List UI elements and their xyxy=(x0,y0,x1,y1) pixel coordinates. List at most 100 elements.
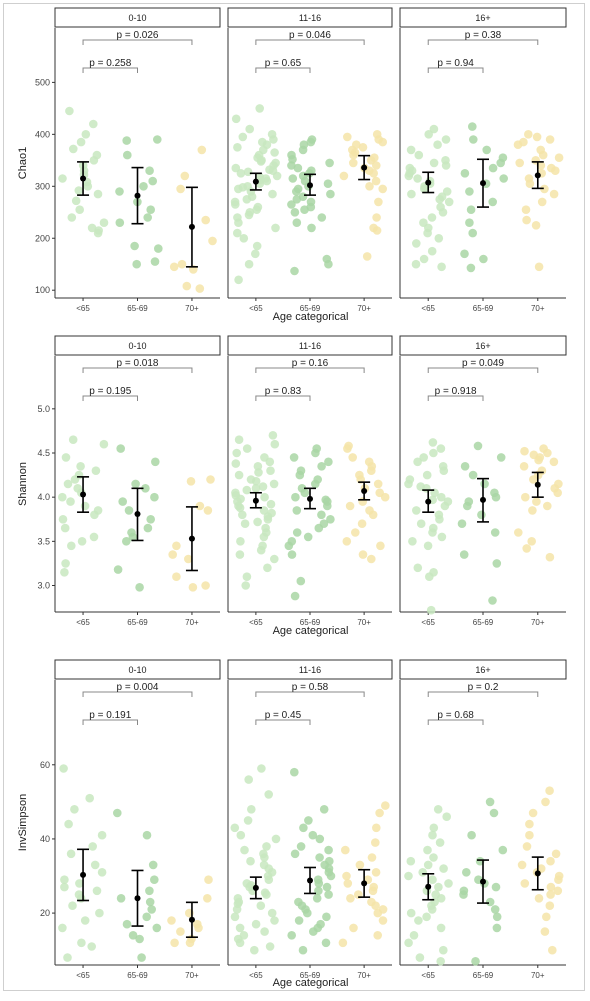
data-point xyxy=(231,114,241,124)
x-tick-label: 70+ xyxy=(357,304,371,313)
p-value-label: p = 0.16 xyxy=(292,358,329,369)
data-point xyxy=(323,501,332,511)
data-point xyxy=(521,492,530,502)
data-point xyxy=(206,475,215,484)
data-point xyxy=(60,568,69,577)
data-point xyxy=(498,845,508,855)
data-point xyxy=(537,197,547,207)
data-point xyxy=(374,197,383,207)
data-point xyxy=(378,137,388,147)
data-point xyxy=(546,856,555,866)
data-point xyxy=(545,901,555,910)
data-point xyxy=(551,849,561,859)
data-point xyxy=(90,860,100,870)
data-point xyxy=(315,834,325,844)
x-tick-label: <65 xyxy=(76,304,90,313)
significance-bracket xyxy=(82,367,193,373)
data-point xyxy=(466,205,476,214)
data-point xyxy=(423,541,433,551)
data-point xyxy=(519,462,529,471)
data-point xyxy=(266,466,275,476)
data-point xyxy=(251,484,261,493)
data-point xyxy=(339,171,349,181)
significance-bracket xyxy=(255,39,365,45)
data-point xyxy=(204,875,213,884)
data-point xyxy=(546,890,555,899)
data-point xyxy=(341,845,350,855)
data-point xyxy=(88,842,97,851)
data-point xyxy=(369,169,379,178)
data-point xyxy=(468,470,478,480)
data-point xyxy=(116,894,126,903)
p-value-label: p = 0.049 xyxy=(462,358,504,369)
data-point xyxy=(488,163,498,173)
data-point xyxy=(208,236,217,246)
data-point xyxy=(89,532,99,542)
data-point xyxy=(287,161,296,170)
facet-panel-16+: 16+ <65 65-69 70+ p = 0.68 p = 0.2 xyxy=(399,659,567,980)
facet-panel-16+: 16+ <65 65-69 70+ p = 0.918 p = 0.049 xyxy=(399,335,567,627)
x-tick-label: 70+ xyxy=(531,971,545,980)
facet-panel-11-16: 11-16 <65 65-69 70+ p = 0.65 p = 0.046 xyxy=(227,7,393,313)
mean-point xyxy=(480,180,486,187)
y-tick-label: 40 xyxy=(40,834,50,844)
mean-point xyxy=(307,495,313,502)
data-point xyxy=(520,879,530,888)
data-point xyxy=(230,823,240,833)
data-point xyxy=(264,790,274,799)
data-point xyxy=(408,537,417,546)
data-point xyxy=(234,218,243,227)
x-tick-label: 70+ xyxy=(357,618,371,627)
data-point xyxy=(231,459,241,468)
p-value-label: p = 0.918 xyxy=(435,386,477,397)
data-point xyxy=(534,894,544,903)
y-tick-label: 300 xyxy=(35,181,50,191)
data-point xyxy=(252,241,262,251)
data-point xyxy=(290,849,300,859)
data-point xyxy=(404,171,414,181)
data-point xyxy=(368,510,378,520)
data-point xyxy=(525,830,534,840)
data-point xyxy=(406,908,416,918)
y-tick-label: 60 xyxy=(40,760,50,770)
data-point xyxy=(290,591,300,601)
data-point xyxy=(412,506,421,515)
data-point xyxy=(540,184,549,194)
data-point xyxy=(315,853,324,862)
data-point xyxy=(373,908,383,918)
facet-panel-16+: 16+ <65 65-69 70+ p = 0.94 p = 0.38 xyxy=(399,7,567,313)
data-point xyxy=(489,808,499,818)
p-value-label: p = 0.83 xyxy=(265,386,302,397)
mean-point xyxy=(425,179,432,186)
data-point xyxy=(365,182,374,191)
data-point xyxy=(58,174,67,183)
data-point xyxy=(311,479,320,489)
facet-strip-label: 0-10 xyxy=(128,341,146,351)
data-point xyxy=(466,263,476,273)
data-point xyxy=(428,438,438,447)
data-point xyxy=(409,931,419,940)
x-tick-label: <65 xyxy=(76,618,90,627)
p-value-label: p = 0.018 xyxy=(117,358,159,369)
data-point xyxy=(376,541,385,551)
data-point xyxy=(357,519,367,528)
data-point xyxy=(169,262,179,272)
significance-bracket xyxy=(427,395,484,401)
data-point xyxy=(542,912,551,922)
data-point xyxy=(240,519,250,528)
data-point xyxy=(416,519,426,528)
data-point xyxy=(428,875,437,884)
mean-point xyxy=(188,916,195,923)
data-point xyxy=(467,830,476,840)
facet-panel-0-10: 0-10 <65 65-69 70+ p = 0.258 p = 0.026 xyxy=(54,7,221,313)
data-point xyxy=(76,462,85,471)
data-point xyxy=(521,205,531,214)
data-point xyxy=(406,856,416,866)
data-point xyxy=(381,801,390,810)
data-point xyxy=(67,213,77,222)
data-point xyxy=(247,805,256,814)
facet-panel-0-10: 0-10 <65 65-69 70+ p = 0.195 p = 0.018 xyxy=(54,335,221,627)
facet-strip xyxy=(399,7,567,28)
data-point xyxy=(514,528,523,537)
data-point xyxy=(351,528,360,537)
